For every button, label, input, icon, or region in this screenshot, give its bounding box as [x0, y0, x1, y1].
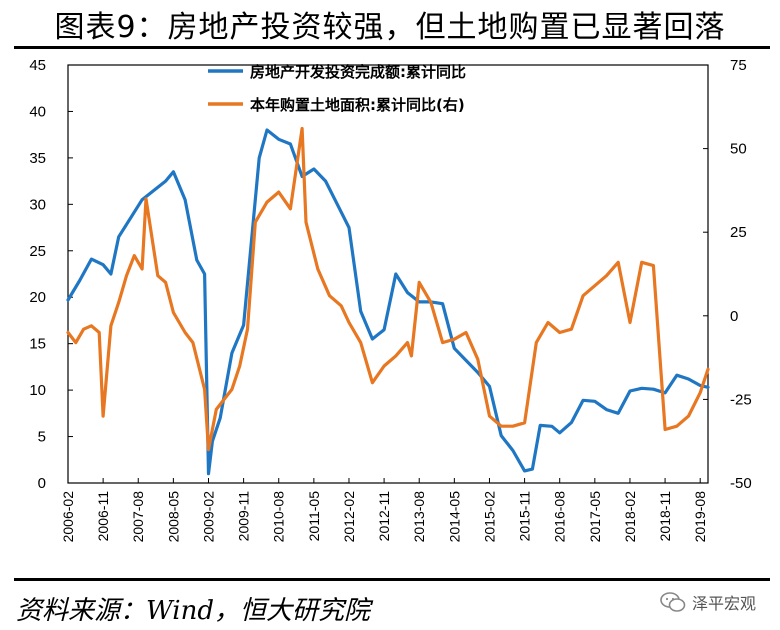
- x-tick-label: 2009-02: [200, 491, 216, 543]
- x-tick-label: 2008-05: [165, 491, 181, 543]
- x-tick-label: 2012-02: [341, 491, 357, 543]
- x-tick-label: 2018-11: [657, 491, 673, 542]
- x-tick-label: 2018-02: [622, 491, 638, 543]
- right-y-tick-label: 50: [730, 141, 747, 158]
- right-y-tick-label: 75: [730, 57, 747, 74]
- right-y-tick-label: -25: [730, 391, 752, 408]
- left-y-tick-label: 5: [38, 429, 46, 446]
- watermark-label: 泽平宏观: [691, 594, 756, 613]
- right-y-tick-label: 0: [730, 308, 738, 325]
- chart-title: 图表9：房地产投资较强，但土地购置已显著回落: [54, 10, 726, 45]
- x-tick-label: 2013-08: [411, 491, 427, 543]
- left-y-tick-label: 40: [29, 103, 46, 120]
- x-tick-label: 2006-02: [60, 491, 76, 543]
- left-y-tick-label: 30: [29, 196, 46, 213]
- line-chart: 0 5 10 15 20 25 30 35 40 45 -50 -25 0 25 50 75 2006-02 20…: [29, 57, 751, 542]
- x-tick-label: 2015-02: [481, 491, 497, 543]
- legend-label-land: 本年购置土地面积:累计同比(右): [250, 96, 465, 114]
- x-tick-label: 2015-11: [517, 491, 533, 542]
- right-y-tick-label: -50: [730, 475, 752, 492]
- right-y-tick-label: 25: [730, 224, 747, 241]
- series-layer: [66, 126, 710, 476]
- x-tick-label: 2011-05: [306, 491, 322, 542]
- left-y-tick-label: 45: [29, 57, 46, 74]
- left-y-tick-label: 10: [29, 382, 46, 399]
- x-tick-label: 2009-11: [236, 491, 252, 542]
- x-tick-label: 2010-08: [271, 491, 287, 543]
- source-divider: [14, 578, 770, 581]
- x-tick-label: 2014-05: [446, 491, 462, 543]
- left-y-tick-label: 0: [38, 475, 46, 492]
- plot-frame: [67, 64, 709, 484]
- x-tick-label: 2016-08: [552, 491, 568, 543]
- x-tick-label: 2017-05: [587, 491, 603, 543]
- investment-series-line: [66, 128, 710, 476]
- left-y-tick-label: 15: [29, 336, 46, 353]
- x-tick-label: 2007-08: [130, 491, 146, 543]
- wechat-icon: [660, 592, 686, 612]
- source-note: 资料来源：Wind，恒大研究院: [16, 596, 370, 626]
- x-tick-label: 2006-11: [95, 491, 111, 542]
- left-y-tick-label: 25: [29, 243, 46, 260]
- land-series-line: [66, 126, 710, 452]
- legend-label-investment: 房地产开发投资完成额:累计同比: [250, 63, 466, 81]
- x-tick-label: 2012-11: [376, 491, 392, 542]
- chart-axes: 0 5 10 15 20 25 30 35 40 45 -50 -25 0 25 50 75 2006-02 20…: [29, 57, 751, 542]
- title-divider: [14, 46, 770, 49]
- left-y-tick-label: 35: [29, 150, 46, 167]
- x-tick-label: 2019-08: [692, 491, 708, 543]
- left-y-tick-label: 20: [29, 289, 46, 306]
- watermark: 泽平宏观: [660, 590, 756, 614]
